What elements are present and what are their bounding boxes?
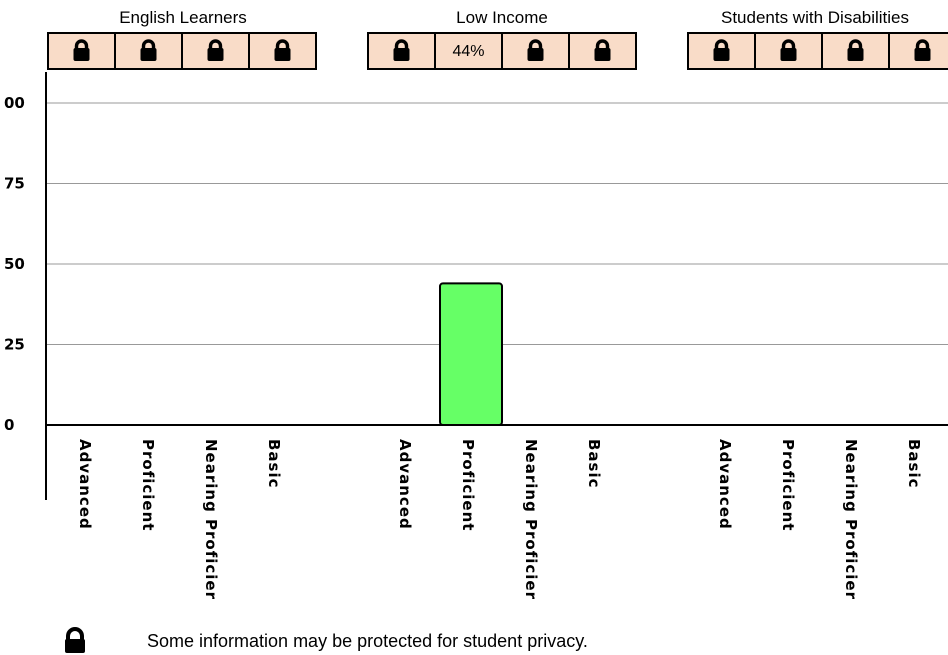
- x-category-label: Nearing Proficier: [842, 439, 860, 600]
- y-tick-label: 75: [4, 175, 25, 193]
- x-category-label: Proficient: [459, 439, 477, 531]
- lock-icon: [780, 39, 797, 61]
- lock-icon: [207, 39, 224, 61]
- lock-shackle: [915, 39, 930, 49]
- group-title: Students with Disabilities: [721, 8, 909, 27]
- x-category-label: Basic: [265, 439, 283, 489]
- lock-shackle: [208, 39, 223, 49]
- y-tick-label: 25: [4, 336, 25, 354]
- lock-shackle: [781, 39, 796, 49]
- lock-shackle: [528, 39, 543, 49]
- y-tick-label: 00: [4, 94, 25, 112]
- lock-shackle: [394, 39, 409, 49]
- x-category-label: Advanced: [76, 439, 94, 530]
- lock-icon: [713, 39, 730, 61]
- lock-shackle: [74, 39, 89, 49]
- lock-icon: [847, 39, 864, 61]
- lock-icon: [914, 39, 931, 61]
- x-category-label: Advanced: [396, 439, 414, 530]
- lock-body: [393, 48, 410, 61]
- lock-body: [527, 48, 544, 61]
- value-cell: [47, 32, 116, 70]
- lock-body: [713, 48, 730, 61]
- lock-icon: [274, 39, 291, 61]
- lock-icon: [140, 39, 157, 61]
- lock-body: [594, 48, 611, 61]
- x-category-label: Basic: [905, 439, 923, 489]
- lock-body: [274, 48, 291, 61]
- value-cell: [434, 32, 503, 70]
- lock-body: [914, 48, 931, 61]
- x-category-label: Proficient: [779, 439, 797, 531]
- lock-icon: [393, 39, 410, 61]
- x-category-label: Nearing Proficier: [522, 439, 540, 600]
- lock-shackle: [848, 39, 863, 49]
- lock-body: [847, 48, 864, 61]
- x-category-label: Nearing Proficier: [202, 439, 220, 600]
- cell-value: 44%: [452, 43, 484, 60]
- x-category-label: Basic: [585, 439, 603, 489]
- group-title: English Learners: [119, 8, 247, 27]
- footnote-text: Some information may be protected for st…: [147, 631, 588, 651]
- x-category-label: Advanced: [716, 439, 734, 530]
- group-title: Low Income: [456, 8, 548, 27]
- lock-icon: [65, 627, 85, 653]
- lock-shackle: [595, 39, 610, 49]
- lock-shackle: [141, 39, 156, 49]
- x-category-label: Proficient: [139, 439, 157, 531]
- lock-body: [73, 48, 90, 61]
- bar: [439, 282, 503, 426]
- y-tick-label: 0: [4, 416, 14, 434]
- lock-body: [140, 48, 157, 61]
- y-tick-label: 50: [4, 255, 25, 273]
- lock-body: [207, 48, 224, 61]
- lock-icon: [527, 39, 544, 61]
- lock-shackle: [714, 39, 729, 49]
- lock-shackle: [275, 39, 290, 49]
- lock-icon: [73, 39, 90, 61]
- lock-body: [780, 48, 797, 61]
- lock-icon: [594, 39, 611, 61]
- privacy-footnote: Some information may be protected for st…: [62, 627, 588, 655]
